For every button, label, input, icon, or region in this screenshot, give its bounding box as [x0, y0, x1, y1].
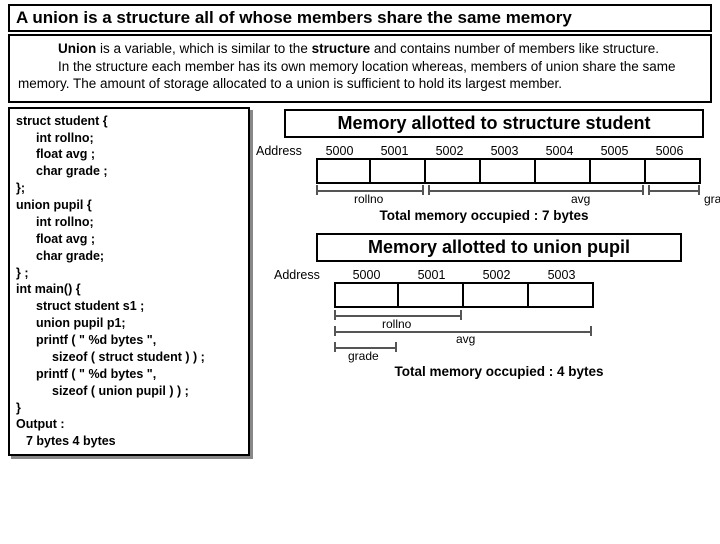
intro-text: Union is a variable, which is similar to…: [8, 34, 712, 103]
union-mem-cells: [334, 282, 712, 308]
struct-mem-title: Memory allotted to structure student: [284, 109, 704, 138]
union-mem-title: Memory allotted to union pupil: [316, 233, 682, 262]
union-ranges: rollno avg grade: [334, 308, 712, 364]
struct-mem-cells: [316, 158, 712, 184]
memory-diagrams: Memory allotted to structure student Add…: [256, 107, 712, 457]
union-total: Total memory occupied : 4 bytes: [286, 364, 712, 379]
union-addr-row: Address 5000 5001 5002 5003: [274, 268, 712, 282]
union-mem-block: Memory allotted to union pupil Address 5…: [256, 233, 712, 379]
main-content: struct student { int rollno; float avg ;…: [8, 107, 712, 457]
code-listing: struct student { int rollno; float avg ;…: [8, 107, 250, 457]
struct-total: Total memory occupied : 7 bytes: [256, 208, 712, 223]
page-title: A union is a structure all of whose memb…: [8, 4, 712, 32]
struct-addr-row: Address 5000 5001 5002 5003 5004 5005 50…: [256, 144, 712, 158]
struct-ranges: rollno avg grade: [316, 184, 712, 208]
